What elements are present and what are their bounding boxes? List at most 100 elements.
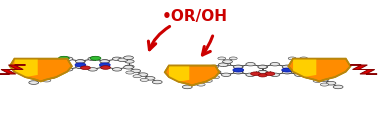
Circle shape bbox=[48, 75, 57, 78]
Circle shape bbox=[112, 68, 122, 71]
Circle shape bbox=[189, 81, 200, 85]
Circle shape bbox=[304, 70, 314, 74]
Circle shape bbox=[76, 60, 85, 63]
Circle shape bbox=[222, 63, 231, 66]
Circle shape bbox=[307, 65, 316, 69]
Circle shape bbox=[233, 68, 244, 72]
Circle shape bbox=[88, 57, 97, 60]
Circle shape bbox=[218, 57, 226, 60]
Circle shape bbox=[246, 63, 255, 66]
Circle shape bbox=[265, 72, 275, 75]
Circle shape bbox=[297, 63, 307, 67]
Circle shape bbox=[59, 56, 69, 60]
Polygon shape bbox=[10, 59, 72, 81]
Circle shape bbox=[112, 57, 122, 60]
Circle shape bbox=[138, 73, 148, 76]
Circle shape bbox=[211, 76, 220, 79]
Circle shape bbox=[295, 73, 304, 76]
Circle shape bbox=[100, 65, 109, 68]
Circle shape bbox=[229, 57, 237, 60]
Circle shape bbox=[307, 70, 316, 74]
Polygon shape bbox=[14, 59, 38, 77]
Circle shape bbox=[311, 74, 321, 78]
Circle shape bbox=[270, 63, 280, 66]
Circle shape bbox=[42, 79, 51, 82]
Circle shape bbox=[258, 70, 268, 74]
Circle shape bbox=[293, 60, 303, 63]
Circle shape bbox=[282, 68, 293, 72]
Circle shape bbox=[64, 68, 73, 71]
Circle shape bbox=[233, 70, 243, 74]
Polygon shape bbox=[288, 59, 350, 81]
Circle shape bbox=[152, 80, 162, 84]
Polygon shape bbox=[165, 66, 219, 85]
Circle shape bbox=[209, 65, 218, 69]
Circle shape bbox=[81, 66, 90, 70]
Circle shape bbox=[75, 63, 86, 67]
Circle shape bbox=[283, 65, 292, 69]
Circle shape bbox=[209, 70, 218, 74]
Circle shape bbox=[204, 79, 212, 82]
Circle shape bbox=[258, 70, 267, 74]
Circle shape bbox=[51, 65, 60, 68]
Circle shape bbox=[52, 66, 62, 70]
Circle shape bbox=[145, 77, 155, 80]
Circle shape bbox=[270, 73, 280, 76]
Circle shape bbox=[222, 73, 231, 76]
Circle shape bbox=[223, 60, 232, 63]
Circle shape bbox=[131, 69, 141, 73]
Circle shape bbox=[288, 57, 296, 60]
Circle shape bbox=[258, 65, 268, 69]
Circle shape bbox=[246, 73, 255, 76]
Circle shape bbox=[197, 78, 206, 81]
Circle shape bbox=[40, 73, 50, 77]
Circle shape bbox=[234, 65, 243, 69]
Circle shape bbox=[233, 65, 243, 69]
Circle shape bbox=[295, 63, 304, 66]
Circle shape bbox=[29, 81, 39, 84]
Circle shape bbox=[197, 83, 205, 86]
Circle shape bbox=[283, 70, 292, 74]
Polygon shape bbox=[293, 59, 316, 77]
Circle shape bbox=[90, 56, 101, 60]
Circle shape bbox=[101, 65, 110, 68]
Circle shape bbox=[140, 78, 149, 81]
Circle shape bbox=[282, 65, 291, 69]
Circle shape bbox=[100, 60, 109, 63]
Circle shape bbox=[333, 85, 343, 89]
Circle shape bbox=[51, 60, 60, 63]
Circle shape bbox=[234, 70, 243, 74]
Circle shape bbox=[320, 83, 328, 86]
Circle shape bbox=[306, 76, 314, 79]
Circle shape bbox=[88, 68, 97, 71]
Circle shape bbox=[258, 74, 267, 77]
Circle shape bbox=[34, 77, 44, 81]
Polygon shape bbox=[0, 65, 26, 74]
Circle shape bbox=[258, 65, 267, 69]
Circle shape bbox=[125, 65, 134, 68]
Circle shape bbox=[64, 57, 73, 60]
Circle shape bbox=[251, 72, 260, 75]
Circle shape bbox=[45, 70, 54, 74]
Circle shape bbox=[76, 65, 85, 68]
Circle shape bbox=[124, 65, 133, 69]
Circle shape bbox=[118, 58, 128, 62]
Circle shape bbox=[124, 56, 133, 59]
Circle shape bbox=[126, 71, 134, 74]
Circle shape bbox=[133, 75, 141, 78]
Circle shape bbox=[182, 85, 192, 89]
Circle shape bbox=[282, 70, 291, 74]
Circle shape bbox=[53, 72, 61, 75]
Circle shape bbox=[211, 70, 221, 74]
Polygon shape bbox=[350, 65, 377, 74]
Circle shape bbox=[204, 74, 214, 78]
Circle shape bbox=[99, 63, 110, 67]
Circle shape bbox=[101, 60, 110, 63]
Text: •OR/OH: •OR/OH bbox=[162, 9, 228, 24]
Circle shape bbox=[313, 79, 321, 82]
Circle shape bbox=[326, 81, 336, 85]
Circle shape bbox=[300, 57, 308, 60]
Circle shape bbox=[319, 78, 328, 81]
Circle shape bbox=[218, 63, 228, 67]
Circle shape bbox=[101, 66, 110, 69]
